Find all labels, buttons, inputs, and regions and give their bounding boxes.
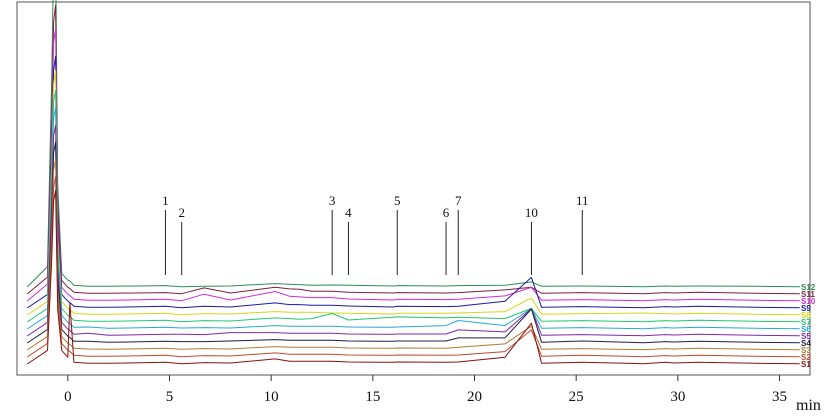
x-axis-ticks: 0 5 10 15 20 25 30 35: [64, 375, 787, 405]
legend-label-s9: S9: [801, 304, 811, 313]
trace-s4: [26, 141, 800, 344]
trace-s9: [26, 55, 800, 309]
peak-label-6: 6: [443, 205, 450, 220]
legend-label-s4: S4: [801, 339, 811, 348]
x-tick-label: 10: [264, 389, 279, 405]
peak-label-7: 7: [455, 193, 462, 208]
x-tick-label: 25: [569, 389, 584, 405]
x-tick-label: 0: [64, 389, 72, 405]
trace-layer: [26, 0, 800, 365]
peak-label-5: 5: [394, 193, 401, 208]
trace-s7: [26, 90, 800, 323]
trace-s11: [26, 4, 800, 295]
peak-label-1: 1: [162, 193, 169, 208]
trace-s5: [26, 124, 800, 337]
trace-s6: [26, 107, 800, 330]
legend-label-s7: S7: [801, 318, 811, 327]
legend-label-s8: S8: [801, 311, 811, 320]
trace-s1: [26, 190, 800, 365]
peak-label-11: 11: [576, 193, 589, 208]
legend-label-s3: S3: [801, 346, 811, 355]
x-tick-label: 30: [670, 389, 685, 405]
plot-frame: [16, 1, 811, 376]
x-axis-unit: min: [796, 397, 821, 414]
trace-s10: [26, 28, 800, 302]
legend-label-s2: S2: [801, 353, 811, 362]
trace-s8: [26, 69, 800, 316]
x-tick-label: 5: [166, 389, 174, 405]
x-tick-label: 20: [467, 389, 482, 405]
trace-s3: [26, 159, 800, 351]
peak-marker-layer: 12 34 5 67 10 11: [162, 193, 589, 275]
peak-label-2: 2: [178, 205, 185, 220]
peak-label-10: 10: [525, 205, 538, 220]
trace-s2: [26, 176, 800, 358]
legend-label-s11: S11: [801, 290, 815, 299]
x-tick-label: 35: [772, 389, 787, 405]
legend-label-s10: S10: [801, 297, 816, 306]
x-tick-label: 15: [365, 389, 380, 405]
trace-s12: [26, 0, 800, 288]
legend-label-s6: S6: [801, 325, 811, 334]
legend-label-s1: S1: [801, 360, 811, 369]
legend-label-s12: S12: [801, 283, 816, 292]
peak-label-4: 4: [345, 205, 352, 220]
legend-label-s5: S5: [801, 332, 811, 341]
peak-label-3: 3: [329, 193, 336, 208]
